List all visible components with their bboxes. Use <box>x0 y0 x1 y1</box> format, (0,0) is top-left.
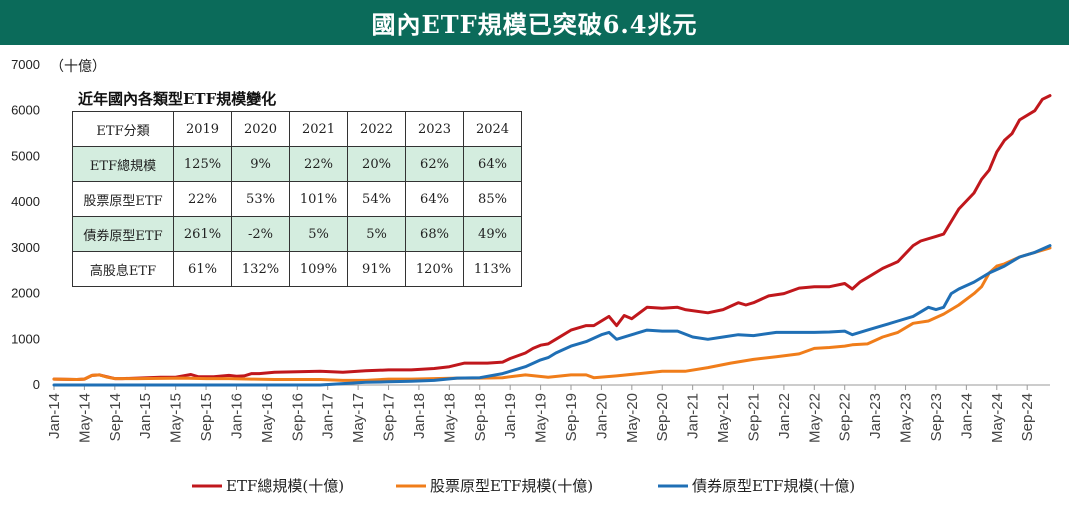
legend-label-equity: 股票原型ETF規模(十億) <box>430 477 593 495</box>
y-unit-label: （十億） <box>50 59 106 75</box>
table-cell: 20% <box>347 146 406 182</box>
y-tick-label: 1000 <box>11 331 40 346</box>
table-cell: 22% <box>173 181 232 217</box>
etf-line-chart: （十億） 0 1000 2000 3000 4000 5000 6000 7000 Jan-1… <box>11 57 1052 495</box>
x-tick-label: Jan-14 <box>46 393 63 439</box>
x-tick-label: Jan-19 <box>502 393 519 439</box>
table-cell: -2% <box>231 216 290 252</box>
x-tick-label: Sep-14 <box>107 393 124 441</box>
table-header-cell: 2020 <box>231 111 290 147</box>
x-tick-label: Jan-21 <box>685 393 702 439</box>
table-row: 股票原型ETF 22% 53% 101% 54% 64% 85% <box>72 181 522 217</box>
x-tick-label: Jan-23 <box>867 393 884 439</box>
table-cell: 5% <box>347 216 406 252</box>
y-tick-label: 2000 <box>11 286 40 301</box>
x-tick-label: Sep-15 <box>198 393 215 441</box>
table-cell: 62% <box>405 146 464 182</box>
x-tick-label: May-17 <box>350 393 367 443</box>
table-cell: 22% <box>289 146 348 182</box>
table-cell: 85% <box>463 181 522 217</box>
table-cell: 64% <box>463 146 522 182</box>
x-tick-label: May-24 <box>989 393 1006 443</box>
table-row: ETF總規模 125% 9% 22% 20% 62% 64% <box>72 146 522 182</box>
x-tick-label: May-14 <box>76 393 93 443</box>
table-header-cell: 2023 <box>405 111 464 147</box>
table-row: 債券原型ETF 261% -2% 5% 5% 68% 49% <box>72 216 522 252</box>
table-header-row: ETF分類 2019 2020 2021 2022 2023 2024 <box>72 111 522 147</box>
x-tick-label: Jan-18 <box>411 393 428 439</box>
x-tick-label: Sep-20 <box>654 393 671 441</box>
series-line-total <box>52 94 1052 381</box>
x-axis: Jan-14 May-14 Sep-14 Jan-15 May-15 Sep-15 Jan-… <box>46 385 1036 443</box>
chart-title: 國內ETF規模已突破6.4兆元 <box>371 10 698 39</box>
table-cell: 109% <box>289 251 348 287</box>
table-header-cell: 2019 <box>173 111 232 147</box>
x-tick-label: May-15 <box>168 393 185 443</box>
x-tick-label: Sep-18 <box>472 393 489 441</box>
x-tick-label: Jan-20 <box>593 393 610 439</box>
x-tick-label: Jan-16 <box>228 393 245 439</box>
legend-label-bond: 債券原型ETF規模(十億) <box>692 477 855 495</box>
x-tick-label: May-16 <box>259 393 276 443</box>
y-tick-label: 4000 <box>11 194 40 209</box>
table-cell: 101% <box>289 181 348 217</box>
x-tick-label: Sep-22 <box>837 393 854 441</box>
table-cell: 132% <box>231 251 290 287</box>
table-cell: 54% <box>347 181 406 217</box>
row-label: ETF總規模 <box>72 146 174 182</box>
x-tick-label: May-19 <box>533 393 550 443</box>
x-tick-label: May-23 <box>898 393 915 443</box>
x-tick-label: Jan-22 <box>776 393 793 439</box>
growth-table: ETF分類 2019 2020 2021 2022 2023 2024 ETF總… <box>72 111 522 287</box>
y-tick-label: 0 <box>33 377 40 392</box>
x-tick-label: Sep-19 <box>563 393 580 441</box>
table-cell: 49% <box>463 216 522 252</box>
table-cell: 64% <box>405 181 464 217</box>
y-tick-label: 5000 <box>11 148 40 163</box>
table-cell: 5% <box>289 216 348 252</box>
table-cell: 91% <box>347 251 406 287</box>
table-header-cell: 2021 <box>289 111 348 147</box>
table-cell: 61% <box>173 251 232 287</box>
x-tick-label: May-21 <box>715 393 732 443</box>
x-tick-label: May-18 <box>441 393 458 443</box>
x-tick-label: Jan-24 <box>958 393 975 439</box>
y-tick-label: 3000 <box>11 240 40 255</box>
series-lines <box>52 94 1052 387</box>
table-cell: 261% <box>173 216 232 252</box>
table-cell: 53% <box>231 181 290 217</box>
x-tick-label: May-22 <box>806 393 823 443</box>
table-header-cell: 2024 <box>463 111 522 147</box>
x-tick-label: Sep-21 <box>745 393 762 441</box>
table-cell: 113% <box>463 251 522 287</box>
table-header-cell: ETF分類 <box>72 111 174 147</box>
row-label: 債券原型ETF <box>72 216 174 252</box>
row-label: 高股息ETF <box>72 251 174 287</box>
table-cell: 68% <box>405 216 464 252</box>
y-tick-label: 6000 <box>11 103 40 118</box>
table-cell: 125% <box>173 146 232 182</box>
table-header-cell: 2022 <box>347 111 406 147</box>
table-cell: 9% <box>231 146 290 182</box>
series-line-equity <box>52 246 1052 382</box>
table-cell: 120% <box>405 251 464 287</box>
x-tick-label: Sep-24 <box>1019 393 1036 441</box>
x-tick-label: May-20 <box>624 393 641 443</box>
legend: ETF總規模(十億) 股票原型ETF規模(十億) 債券原型ETF規模(十億) <box>192 477 855 495</box>
table-title: 近年國內各類型ETF規模變化 <box>78 90 277 108</box>
x-tick-label: Sep-17 <box>381 393 398 441</box>
legend-label-total: ETF總規模(十億) <box>226 477 344 495</box>
row-label: 股票原型ETF <box>72 181 174 217</box>
series-line-bond <box>52 244 1052 387</box>
x-tick-label: Sep-23 <box>928 393 945 441</box>
chart-title-banner: 國內ETF規模已突破6.4兆元 <box>0 0 1069 45</box>
x-tick-label: Jan-17 <box>320 393 337 439</box>
x-tick-label: Jan-15 <box>137 393 154 439</box>
x-tick-label: Sep-16 <box>289 393 306 441</box>
y-tick-label: 7000 <box>11 57 40 72</box>
table-row: 高股息ETF 61% 132% 109% 91% 120% 113% <box>72 251 522 287</box>
